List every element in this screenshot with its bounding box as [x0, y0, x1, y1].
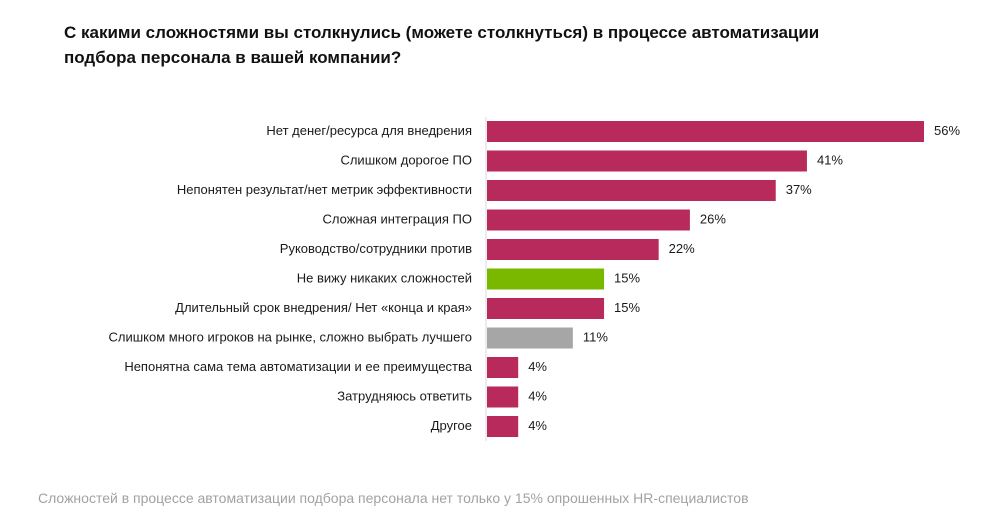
bar [487, 327, 573, 349]
bar [487, 416, 519, 437]
bar [487, 386, 519, 408]
category-label: Длительный срок внедрения/ Нет «конца и … [175, 300, 472, 315]
value-label: 56% [934, 123, 960, 138]
category-label: Слишком дорогое ПО [340, 152, 472, 167]
value-label: 4% [528, 388, 547, 403]
bar [487, 209, 690, 231]
category-label: Нет денег/ресурса для внедрения [266, 123, 472, 138]
bar [487, 180, 776, 201]
value-label: 41% [817, 152, 843, 167]
value-label: 4% [528, 359, 547, 374]
category-label: Руководство/сотрудники против [280, 241, 472, 256]
bar [487, 150, 807, 172]
category-label: Другое [431, 418, 472, 433]
value-label: 11% [583, 329, 608, 344]
bar [487, 121, 924, 142]
bar [487, 239, 659, 260]
value-label: 15% [614, 300, 640, 315]
value-label: 37% [786, 182, 812, 197]
value-label: 22% [669, 241, 695, 256]
value-label: 26% [700, 211, 726, 226]
chart-title: С какими сложностями вы столкнулись (мож… [64, 20, 864, 70]
category-label: Непонятен результат/нет метрик эффективн… [177, 182, 472, 197]
bar [487, 298, 605, 319]
chart-title-line-1: С какими сложностями вы столкнулись (мож… [64, 23, 820, 42]
category-label: Затрудняюсь ответить [337, 388, 472, 403]
category-label: Слишком много игроков на рынке, сложно в… [109, 329, 472, 344]
bar-chart: Нет денег/ресурса для внедрения 56% Слишко… [109, 117, 960, 441]
chart-title-line-2: подбора персонала в вашей компании? [64, 48, 402, 67]
category-label: Сложная интеграция ПО [323, 211, 472, 226]
category-label: Не вижу никаких сложностей [297, 270, 472, 285]
value-label: 15% [614, 270, 640, 285]
footnote: Сложностей в процессе автоматизации подб… [38, 490, 749, 506]
value-label: 4% [528, 418, 547, 433]
bar [487, 268, 605, 290]
category-label: Непонятна сама тема автоматизации и ее п… [124, 359, 472, 374]
bar [487, 357, 519, 378]
